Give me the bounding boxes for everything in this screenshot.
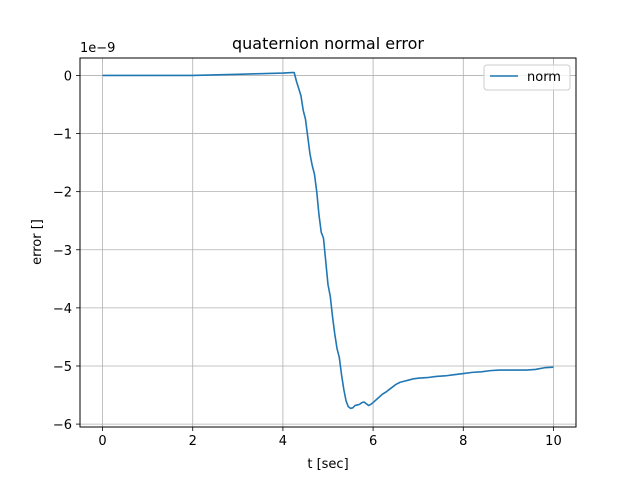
legend-label-norm: norm <box>527 70 561 85</box>
y-tick-label: −2 <box>53 186 72 201</box>
x-tick-label: 4 <box>279 434 287 449</box>
x-tick-label: 2 <box>189 434 197 449</box>
y-tick-label: −5 <box>53 360 72 375</box>
legend: norm <box>483 64 571 91</box>
legend-box <box>483 64 571 91</box>
x-tick-label: 6 <box>369 434 377 449</box>
x-axis-label: t [sec] <box>307 457 348 472</box>
y-tick-label: −6 <box>53 418 72 433</box>
y-axis-ticks: 0 −1 −2 −3 −4 −5 −6 <box>53 69 80 433</box>
grid <box>80 58 576 427</box>
x-tick-label: 0 <box>98 434 106 449</box>
y-tick-label: 0 <box>64 69 72 84</box>
x-tick-label: 8 <box>459 434 467 449</box>
y-tick-label: −4 <box>53 302 72 317</box>
y-tick-label: −1 <box>53 128 72 143</box>
y-axis-offset-text: 1e−9 <box>80 41 115 56</box>
series-layer <box>102 71 554 410</box>
x-tick-label: 10 <box>545 434 562 449</box>
chart-title: quaternion normal error <box>232 34 424 53</box>
x-axis-ticks: 0 2 4 6 8 10 <box>98 427 562 449</box>
series-line-norm <box>102 71 554 410</box>
y-axis-label: error [] <box>30 219 45 265</box>
y-tick-label: −3 <box>53 244 72 259</box>
plot-frame <box>79 57 577 428</box>
